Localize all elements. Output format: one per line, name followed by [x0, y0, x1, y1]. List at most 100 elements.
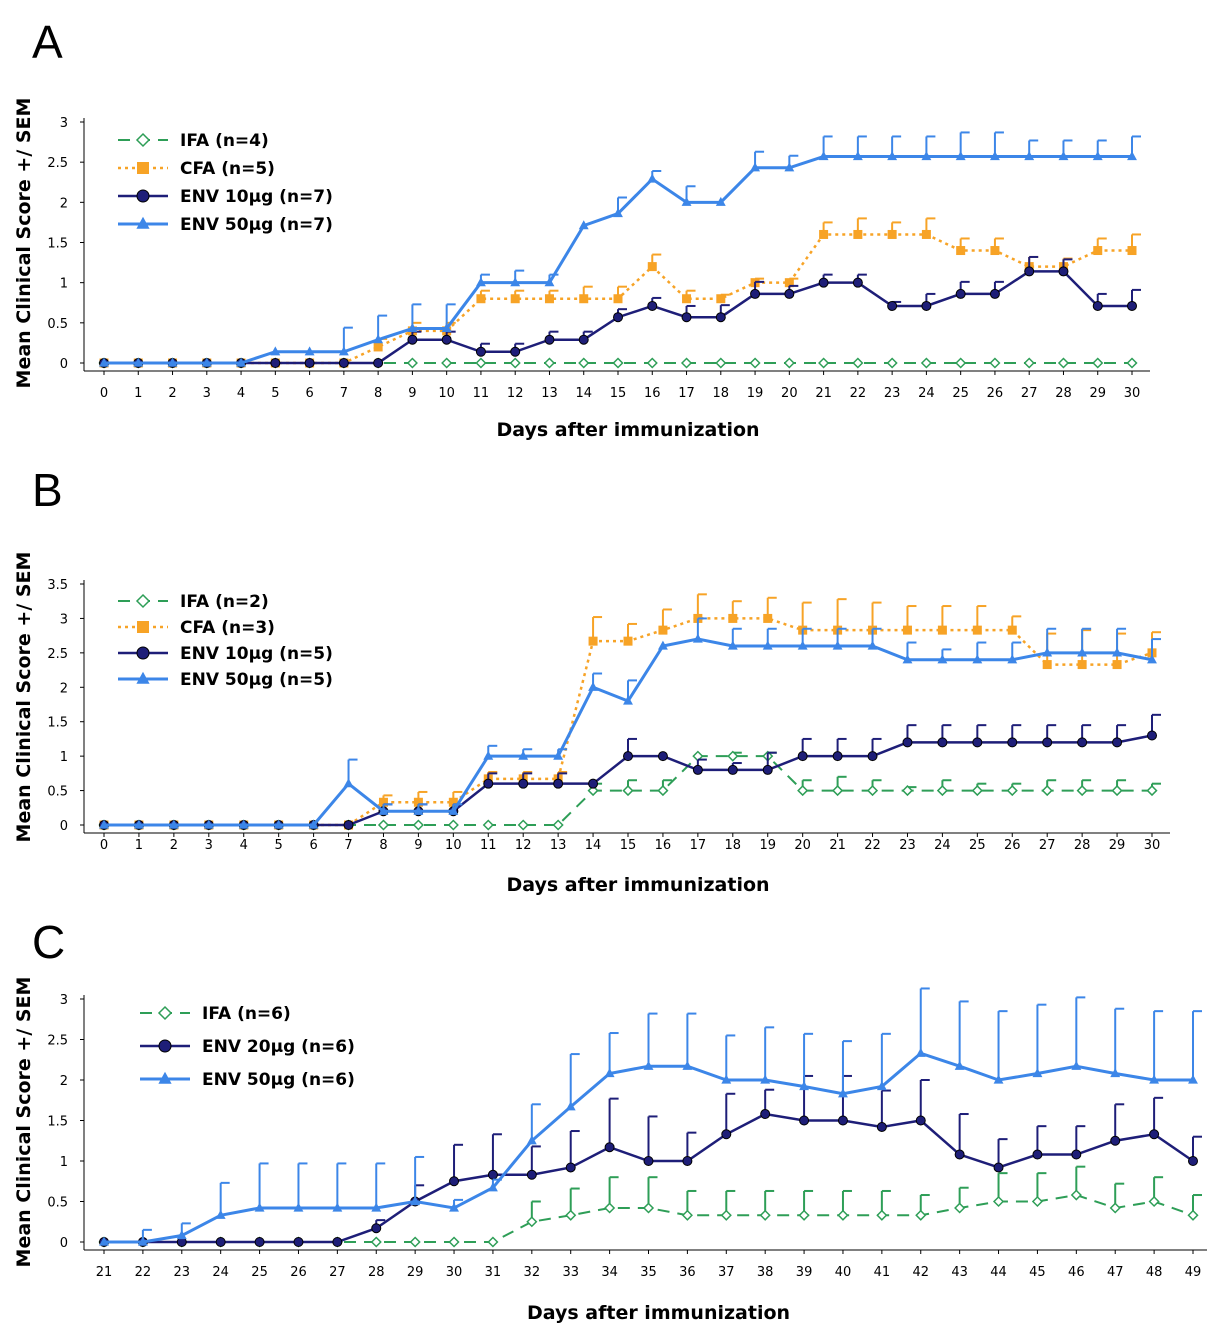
data-point — [1042, 660, 1052, 670]
data-point — [682, 1060, 693, 1070]
data-point — [799, 1081, 810, 1091]
legend-swatch-marker — [136, 671, 150, 684]
data-point — [643, 1156, 654, 1166]
data-point — [168, 819, 179, 829]
legend-swatch-marker — [158, 1039, 172, 1053]
data-point — [99, 357, 109, 367]
data-point — [749, 357, 761, 369]
x-tick-label: 8 — [379, 838, 387, 853]
y-tick-label: 2 — [60, 681, 68, 696]
data-point — [543, 357, 556, 369]
data-point — [476, 294, 486, 304]
y-tick-label: 0 — [60, 819, 68, 834]
data-point — [1071, 1149, 1082, 1160]
series-0 — [98, 750, 1161, 831]
data-point — [475, 357, 487, 369]
data-point — [133, 357, 144, 367]
x-tick-label: 26 — [1004, 838, 1021, 853]
data-point — [1024, 266, 1035, 277]
y-axis-label: Mean Clinical Score +/ SEM — [13, 98, 35, 389]
legend-label: ENV 50μg (n=5) — [180, 670, 333, 690]
x-tick-label: 24 — [934, 838, 951, 853]
x-tick-label: 34 — [601, 1265, 618, 1280]
data-point — [215, 1237, 226, 1247]
data-point — [343, 820, 354, 830]
data-point — [604, 1068, 615, 1078]
legend-item: CFA (n=3) — [118, 618, 275, 638]
legend-label: ENV 20μg (n=6) — [202, 1037, 355, 1057]
x-tick-label: 13 — [550, 838, 567, 853]
x-tick-label: 21 — [815, 386, 832, 401]
data-point — [449, 1176, 460, 1187]
data-point — [867, 640, 878, 650]
data-point — [332, 1237, 343, 1247]
data-point — [1058, 151, 1069, 161]
y-tick-label: 2.5 — [47, 156, 68, 171]
x-tick-label: 29 — [1109, 838, 1126, 853]
x-tick-label: 9 — [414, 838, 422, 853]
legend-swatch-marker — [136, 189, 150, 203]
data-point — [1149, 1074, 1160, 1084]
data-point — [1111, 785, 1123, 797]
data-point — [642, 1202, 655, 1214]
data-point — [818, 277, 829, 288]
data-point — [915, 1115, 926, 1126]
data-point — [993, 1074, 1004, 1084]
data-point — [1071, 1060, 1082, 1070]
data-point — [720, 1209, 732, 1221]
x-tick-label: 8 — [374, 386, 382, 401]
x-tick-label: 2 — [168, 386, 176, 401]
data-point — [682, 294, 692, 304]
x-tick-label: 26 — [290, 1265, 307, 1280]
data-point — [293, 1237, 304, 1247]
x-tick-label: 30 — [1144, 838, 1161, 853]
data-point — [448, 1236, 460, 1248]
x-tick-label: 18 — [725, 838, 742, 853]
data-point — [993, 1162, 1004, 1173]
data-point — [308, 819, 319, 829]
data-point — [1007, 737, 1018, 748]
data-point — [622, 785, 634, 797]
x-tick-label: 6 — [309, 838, 317, 853]
data-point — [304, 346, 315, 356]
data-point — [955, 151, 966, 161]
x-tick-label: 20 — [794, 838, 811, 853]
x-tick-label: 30 — [446, 1265, 463, 1280]
data-point — [526, 1169, 537, 1180]
data-point — [1031, 1195, 1043, 1208]
x-tick-label: 47 — [1107, 1265, 1124, 1280]
data-point — [647, 300, 658, 311]
data-point — [716, 294, 726, 304]
data-point — [799, 1115, 810, 1126]
data-point — [293, 1202, 304, 1212]
data-point — [937, 737, 948, 748]
data-point — [544, 277, 555, 287]
data-point — [1042, 647, 1053, 657]
y-tick-label: 2.5 — [47, 647, 68, 662]
data-point — [797, 640, 808, 650]
data-point — [475, 346, 486, 357]
data-point — [681, 312, 692, 323]
data-point — [304, 358, 315, 368]
data-point — [972, 625, 982, 635]
y-tick-label: 0.5 — [47, 785, 68, 800]
legend-label: IFA (n=4) — [180, 131, 269, 151]
x-tick-label: 7 — [344, 838, 352, 853]
data-point — [920, 357, 932, 369]
data-point — [604, 1202, 616, 1214]
data-point — [623, 695, 633, 705]
x-tick-label: 10 — [445, 838, 462, 853]
data-point — [371, 1223, 382, 1234]
data-point — [413, 805, 424, 815]
y-tick-label: 1.5 — [47, 1115, 68, 1130]
data-point — [832, 640, 843, 650]
legend-item: IFA (n=4) — [118, 131, 269, 151]
data-point — [565, 1101, 576, 1111]
data-point — [338, 346, 349, 356]
data-point — [449, 1202, 459, 1212]
data-point — [715, 312, 726, 323]
data-point — [371, 1202, 382, 1212]
data-point — [921, 229, 931, 239]
data-point — [588, 636, 598, 646]
data-point — [1076, 785, 1088, 797]
